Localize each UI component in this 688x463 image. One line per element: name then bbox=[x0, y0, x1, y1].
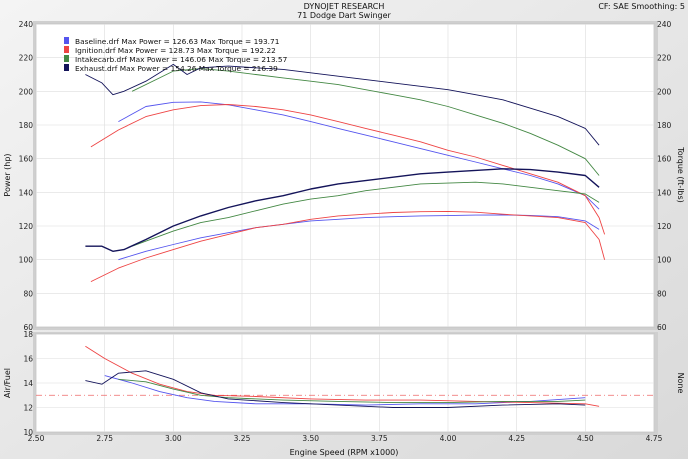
airfuel-tick-label: 18 bbox=[23, 330, 33, 339]
airfuel-series-intakecarb bbox=[118, 378, 586, 404]
torque-tick-label: 100 bbox=[657, 256, 672, 265]
series-baseline-power bbox=[118, 214, 600, 261]
airfuel-axis-ticks: 10 12 14 16 18 bbox=[23, 330, 33, 437]
legend-entry-ignition: Ignition.drf Max Power = 128.73 Max Torq… bbox=[75, 46, 276, 55]
power-panel-plot bbox=[35, 23, 655, 328]
rpm-axis-label: Engine Speed (RPM x1000) bbox=[290, 448, 399, 457]
rpm-tick-label: 4.25 bbox=[508, 434, 525, 443]
chart-legend: Baseline.drf Max Power = 126.63 Max Torq… bbox=[64, 37, 288, 73]
legend-swatch-ignition bbox=[64, 46, 69, 53]
power-tick-label: 200 bbox=[19, 87, 34, 96]
power-axis-ticks: 60 80 100 120 140 160 180 200 220 240 bbox=[19, 20, 34, 332]
series-intakecarb-torque bbox=[131, 68, 600, 176]
series-ignition-power bbox=[90, 210, 606, 283]
series-exhaust-torque bbox=[85, 63, 600, 146]
power-tick-label: 240 bbox=[19, 20, 34, 29]
rpm-tick-label: 3.25 bbox=[234, 434, 251, 443]
torque-tick-label: 80 bbox=[657, 289, 667, 298]
torque-tick-label: 120 bbox=[657, 222, 672, 231]
airfuel-series-baseline bbox=[104, 375, 586, 406]
legend-swatch-baseline bbox=[64, 37, 69, 44]
legend-swatch-intakecarb bbox=[64, 55, 69, 62]
airfuel-tick-label: 12 bbox=[23, 404, 33, 413]
rpm-axis-ticks: 2.50 2.75 3.00 3.25 3.50 3.75 4.00 4.25 4.50 4.75 bbox=[28, 434, 663, 443]
torque-axis-ticks: 60 80 100 120 140 160 180 200 220 240 bbox=[657, 20, 672, 332]
rpm-tick-label: 4.00 bbox=[440, 434, 457, 443]
legend-entry-intakecarb: Intakecarb.drf Max Power = 146.06 Max To… bbox=[75, 55, 288, 64]
power-tick-label: 60 bbox=[23, 323, 33, 332]
power-tick-label: 100 bbox=[19, 256, 34, 265]
power-tick-label: 180 bbox=[19, 121, 34, 130]
rpm-tick-label: 3.00 bbox=[165, 434, 182, 443]
airfuel-right-axis-label: None bbox=[676, 373, 685, 394]
airfuel-series-exhaust bbox=[85, 370, 586, 408]
power-tick-label: 140 bbox=[19, 188, 34, 197]
rpm-tick-label: 2.75 bbox=[96, 434, 113, 443]
rpm-tick-label: 3.75 bbox=[371, 434, 388, 443]
power-tick-label: 220 bbox=[19, 54, 34, 63]
rpm-tick-label: 3.50 bbox=[302, 434, 319, 443]
airfuel-tick-label: 16 bbox=[23, 355, 33, 364]
chart-subtitle: 71 Dodge Dart Swinger bbox=[297, 11, 391, 20]
rpm-tick-label: 2.50 bbox=[28, 434, 45, 443]
airfuel-axis-label: Air/Fuel bbox=[3, 368, 12, 398]
power-tick-label: 120 bbox=[19, 222, 34, 231]
airfuel-tick-label: 14 bbox=[23, 379, 33, 388]
series-intakecarb-power bbox=[131, 181, 600, 247]
power-axis-label: Power (hp) bbox=[3, 153, 12, 196]
torque-tick-label: 240 bbox=[657, 20, 672, 29]
torque-tick-label: 60 bbox=[657, 323, 667, 332]
series-ignition-torque bbox=[90, 104, 606, 235]
chart-title: DYNOJET RESEARCH bbox=[304, 2, 385, 11]
torque-tick-label: 160 bbox=[657, 155, 672, 164]
airfuel-panel-grid bbox=[35, 333, 655, 433]
legend-entry-baseline: Baseline.drf Max Power = 126.63 Max Torq… bbox=[75, 37, 280, 46]
torque-tick-label: 140 bbox=[657, 188, 672, 197]
series-baseline-torque bbox=[118, 101, 600, 210]
airfuel-series-ignition bbox=[85, 345, 600, 407]
power-tick-label: 80 bbox=[23, 289, 33, 298]
airfuel-tick-label: 10 bbox=[23, 428, 33, 437]
airfuel-series bbox=[85, 345, 600, 408]
correction-info: CF: SAE Smoothing: 5 bbox=[598, 2, 685, 11]
torque-tick-label: 200 bbox=[657, 87, 672, 96]
torque-axis-label: Torque (ft-lbs) bbox=[676, 146, 685, 203]
torque-tick-label: 180 bbox=[657, 121, 672, 130]
torque-tick-label: 220 bbox=[657, 54, 672, 63]
rpm-tick-label: 4.50 bbox=[577, 434, 594, 443]
power-torque-series bbox=[85, 63, 606, 283]
series-exhaust-power bbox=[85, 168, 600, 253]
legend-entry-exhaust: Exhaust.drf Max Power = 154.26 Max Torqu… bbox=[75, 64, 278, 73]
power-tick-label: 160 bbox=[19, 155, 34, 164]
rpm-tick-label: 4.75 bbox=[646, 434, 663, 443]
legend-swatch-exhaust bbox=[64, 64, 69, 71]
